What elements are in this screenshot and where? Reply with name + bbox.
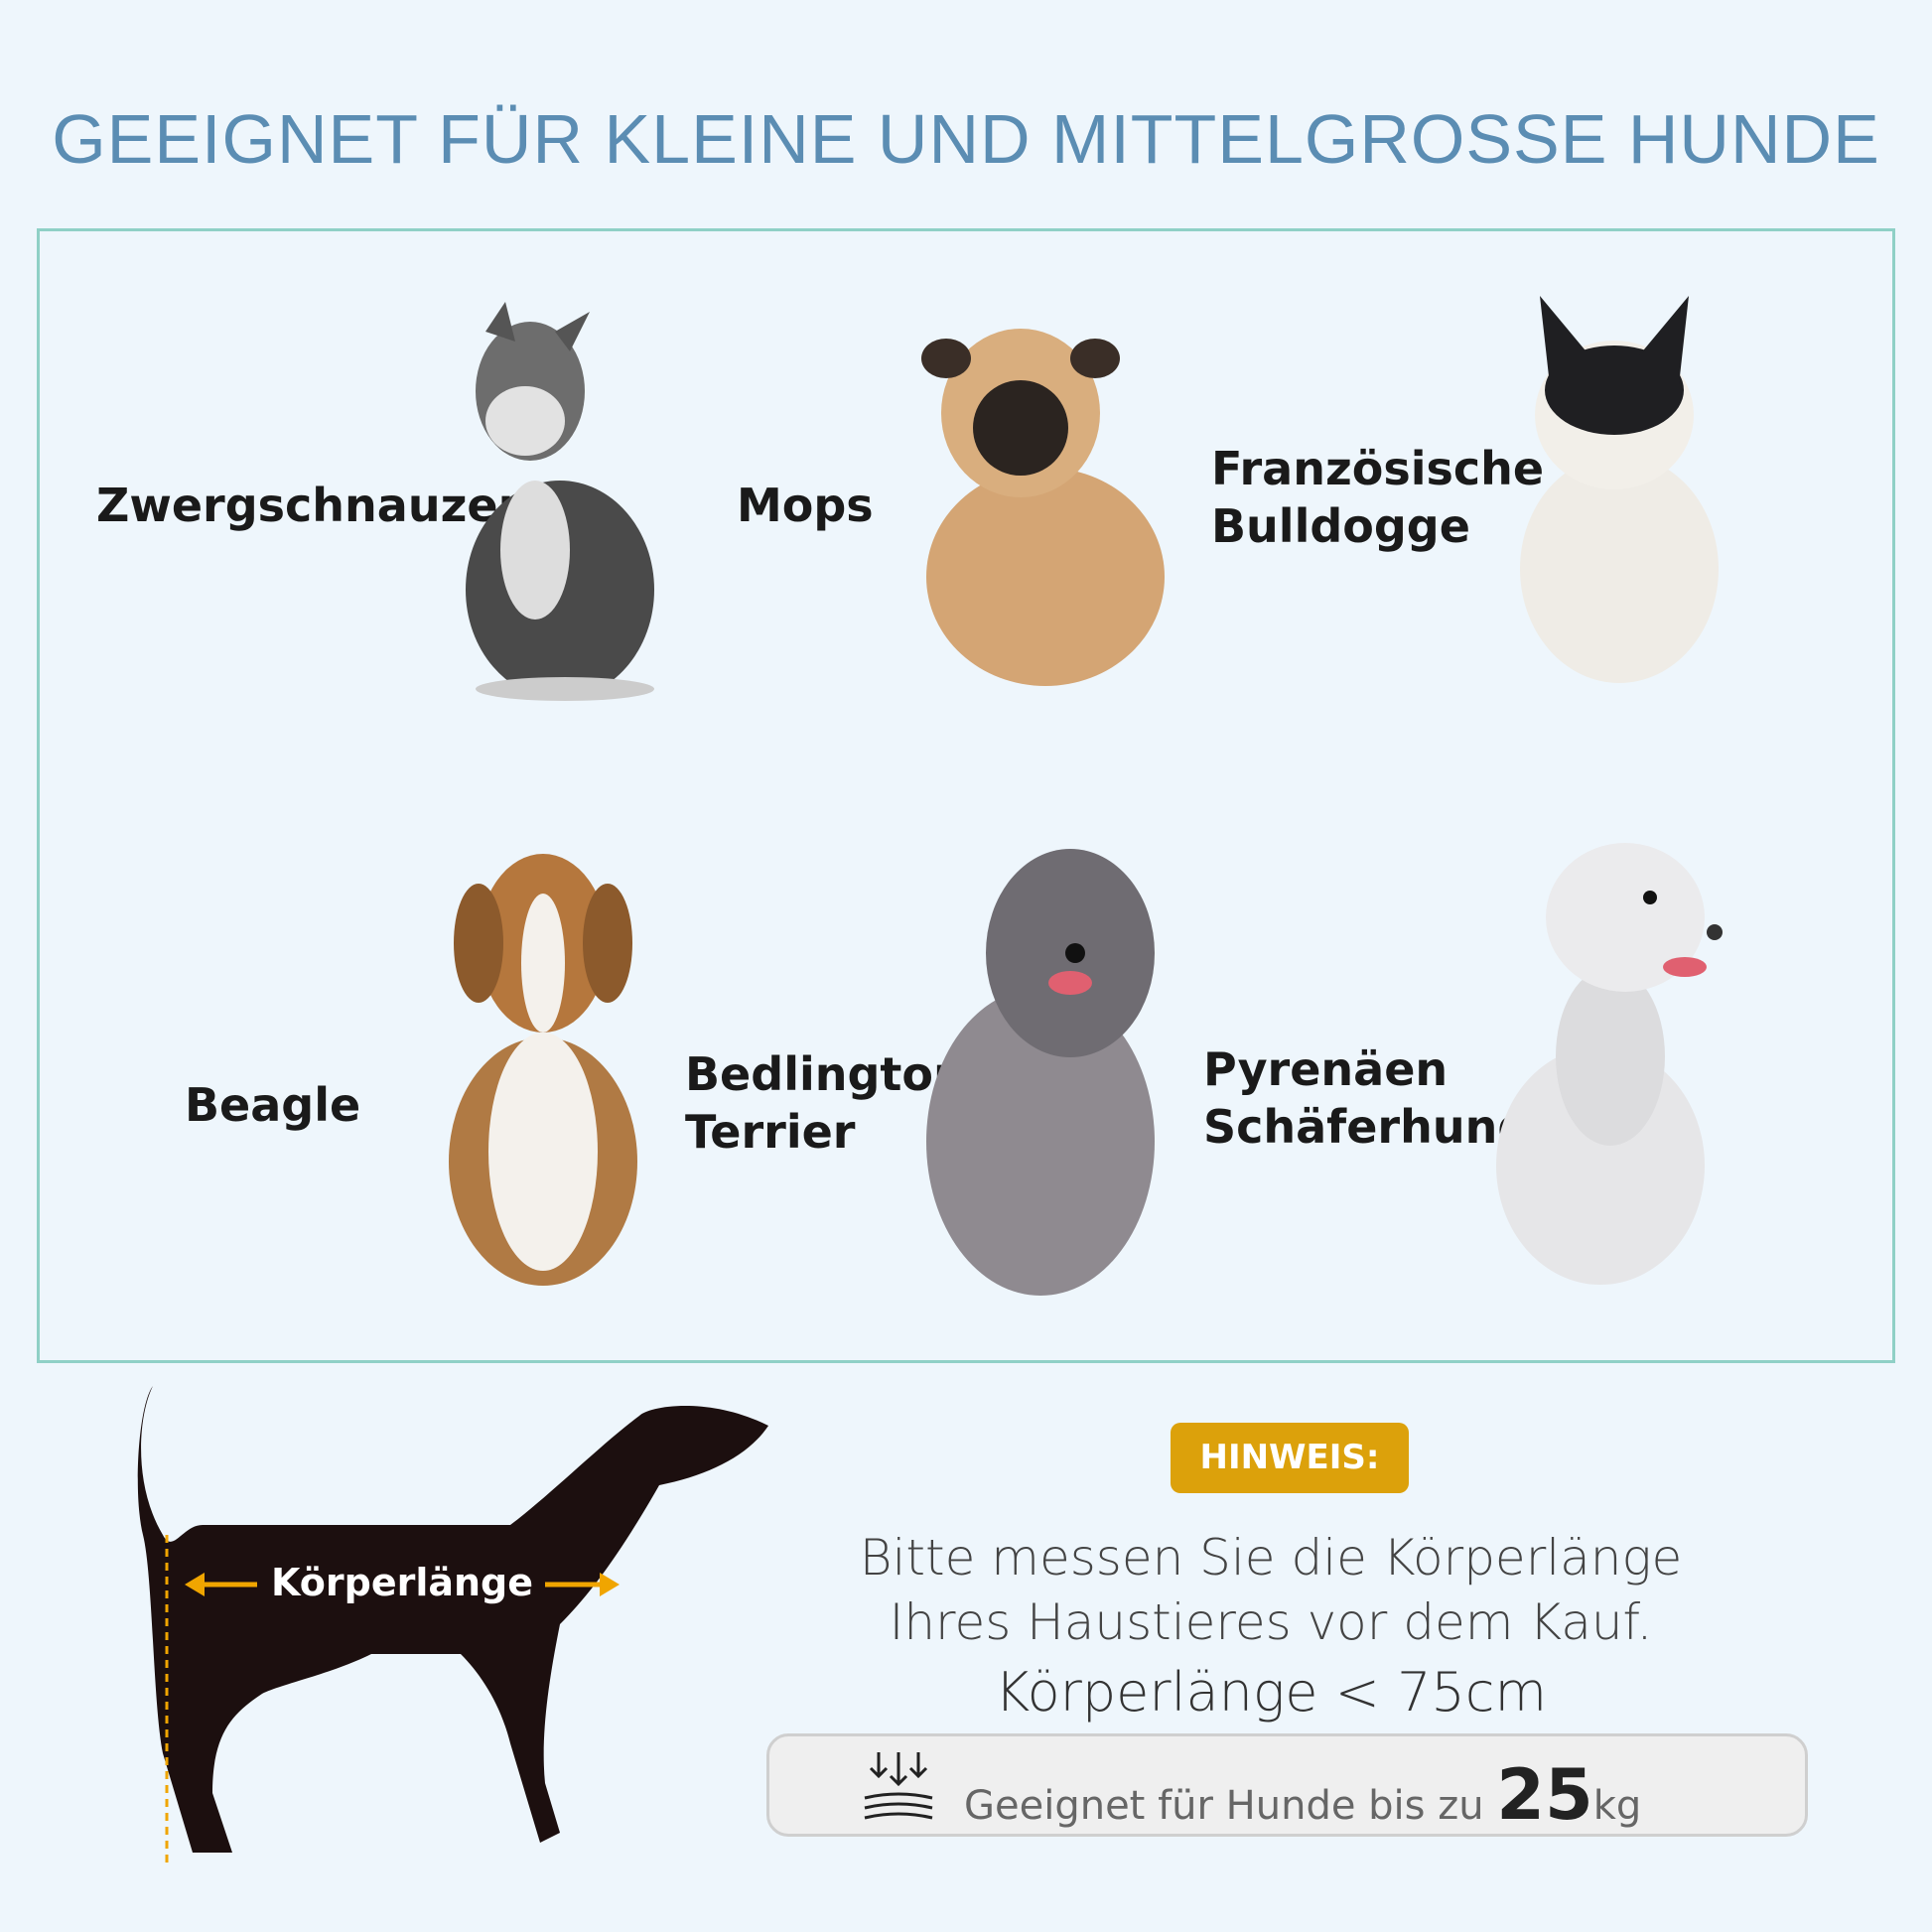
- body-length-diagram: [137, 1386, 768, 1864]
- breed-label-pyrenaeen-schaeferhund: Pyrenäen Schäferhund: [1203, 1040, 1530, 1156]
- breed-panel: [37, 228, 1895, 1363]
- notice-line-2: Ihres Haustieres vor dem Kauf.: [889, 1593, 1653, 1651]
- breed-label-beagle: Beagle: [185, 1078, 361, 1132]
- dog-silhouette: [137, 1386, 768, 1853]
- weight-limit-box: Geeignet für Hunde bis zu 25kg: [766, 1733, 1808, 1837]
- breed-label-line: Pyrenäen: [1203, 1042, 1449, 1096]
- body-length-limit: Körperlänge < 75cm: [994, 1661, 1548, 1724]
- weight-limit-text: Geeignet für Hunde bis zu 25kg: [964, 1754, 1641, 1836]
- breed-label-zwergschnauzer: Zwergschnauzer: [96, 479, 521, 532]
- breed-label-bedlington-terrier: Bedlington Terrier: [685, 1045, 966, 1161]
- notice-line-1: Bitte messen Sie die Körperlänge: [859, 1529, 1683, 1587]
- weight-limit-label: Geeignet für Hunde bis zu: [964, 1783, 1484, 1829]
- weight-limit-value: 25: [1496, 1754, 1593, 1836]
- beagle-photo: [449, 854, 637, 1286]
- pyrenaeen-schaeferhund-photo: [1496, 843, 1723, 1285]
- breed-label-line: Terrier: [685, 1105, 856, 1159]
- breed-label-line: Bedlington: [685, 1047, 966, 1101]
- load-weight-icon: [864, 1752, 933, 1820]
- breed-label-mops: Mops: [737, 479, 874, 532]
- franzoesische-bulldogge-photo: [1520, 296, 1719, 683]
- breed-label-franzoesische-bulldogge: Französische Bulldogge: [1211, 440, 1544, 555]
- breed-label-line: Französische: [1211, 442, 1545, 495]
- page-title: GEEIGNET FÜR KLEINE UND MITTELGROSSE HUN…: [52, 100, 1880, 178]
- notice-badge: HINWEIS:: [1171, 1423, 1409, 1493]
- zwergschnauzer-photo: [466, 302, 654, 701]
- breed-label-line: Bulldogge: [1211, 499, 1470, 553]
- breed-label-line: Schäferhund: [1203, 1100, 1531, 1154]
- bedlington-terrier-photo: [926, 849, 1155, 1296]
- body-length-label: Körperlänge: [271, 1561, 534, 1604]
- mops-photo: [921, 329, 1165, 686]
- weight-limit-unit: kg: [1592, 1783, 1642, 1829]
